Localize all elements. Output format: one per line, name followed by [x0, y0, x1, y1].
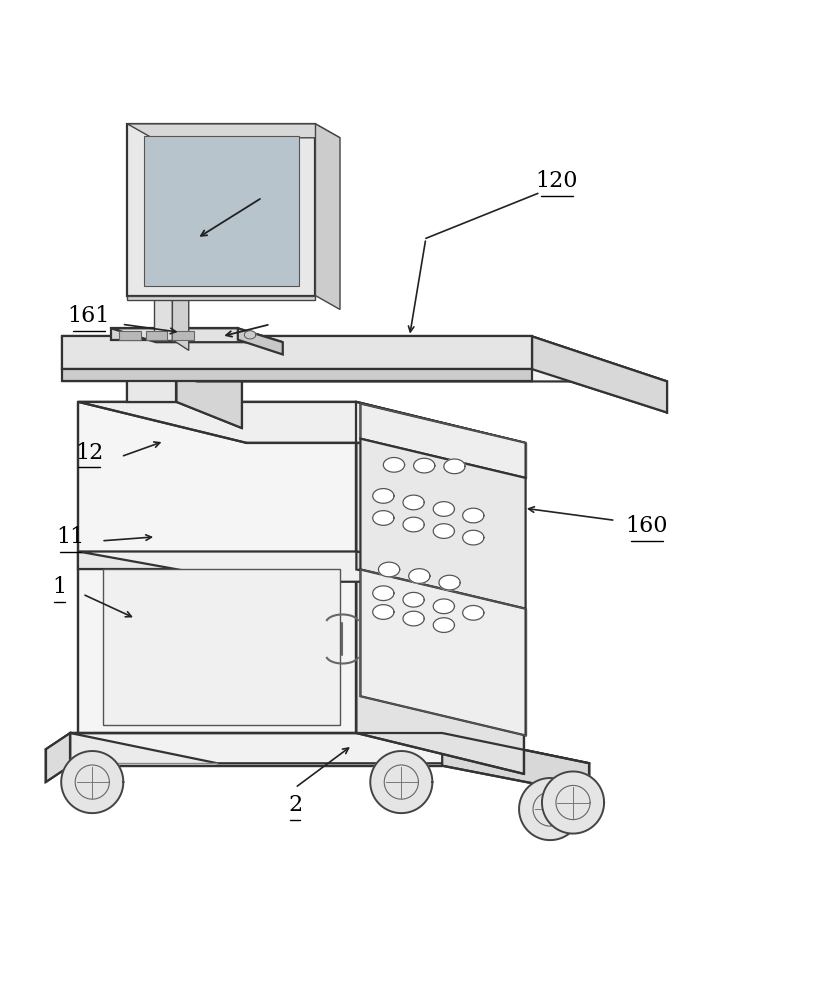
Polygon shape [373, 586, 394, 601]
Polygon shape [128, 124, 340, 138]
Polygon shape [409, 569, 430, 583]
Polygon shape [172, 331, 193, 340]
Polygon shape [79, 552, 524, 582]
Polygon shape [414, 458, 435, 473]
Polygon shape [433, 618, 455, 632]
Polygon shape [144, 136, 299, 286]
Polygon shape [373, 489, 394, 503]
Text: 161: 161 [68, 305, 111, 327]
Polygon shape [463, 508, 484, 523]
Text: 160: 160 [626, 515, 667, 537]
Polygon shape [519, 778, 581, 840]
Polygon shape [442, 733, 590, 794]
Polygon shape [360, 569, 526, 735]
Polygon shape [155, 218, 172, 340]
Polygon shape [378, 562, 400, 577]
Polygon shape [46, 733, 70, 782]
Polygon shape [70, 733, 590, 763]
Polygon shape [360, 404, 526, 478]
Polygon shape [373, 605, 394, 619]
Polygon shape [128, 345, 242, 371]
Polygon shape [463, 605, 484, 620]
Polygon shape [111, 328, 238, 340]
Polygon shape [433, 502, 455, 516]
Polygon shape [46, 733, 70, 782]
Polygon shape [433, 524, 455, 538]
Text: 12: 12 [75, 442, 103, 464]
Polygon shape [444, 459, 465, 474]
Text: 11: 11 [56, 526, 84, 548]
Polygon shape [244, 331, 256, 339]
Polygon shape [433, 599, 455, 614]
Polygon shape [403, 611, 424, 626]
Polygon shape [62, 369, 532, 381]
Polygon shape [463, 530, 484, 545]
Polygon shape [172, 218, 188, 350]
Text: 1: 1 [52, 576, 66, 598]
Polygon shape [356, 552, 524, 600]
Text: 120: 120 [536, 170, 578, 192]
Polygon shape [315, 124, 340, 309]
Polygon shape [439, 575, 460, 590]
Polygon shape [373, 511, 394, 525]
Polygon shape [147, 331, 168, 340]
Polygon shape [532, 336, 667, 413]
Polygon shape [128, 124, 315, 296]
Polygon shape [403, 495, 424, 510]
Polygon shape [370, 751, 432, 813]
Polygon shape [79, 402, 356, 733]
Polygon shape [176, 345, 242, 428]
Polygon shape [383, 457, 405, 472]
Polygon shape [403, 517, 424, 532]
Polygon shape [360, 439, 526, 609]
Polygon shape [120, 331, 141, 340]
Polygon shape [62, 336, 667, 381]
Polygon shape [62, 336, 532, 369]
Polygon shape [128, 296, 315, 300]
Polygon shape [403, 592, 424, 607]
Polygon shape [79, 402, 524, 443]
Polygon shape [79, 552, 356, 569]
Polygon shape [128, 345, 176, 402]
Polygon shape [238, 328, 283, 354]
Polygon shape [70, 733, 442, 766]
Polygon shape [103, 569, 340, 725]
Polygon shape [61, 751, 124, 813]
Polygon shape [356, 402, 524, 774]
Text: 2: 2 [288, 794, 302, 816]
Polygon shape [542, 771, 604, 834]
Polygon shape [111, 328, 283, 342]
